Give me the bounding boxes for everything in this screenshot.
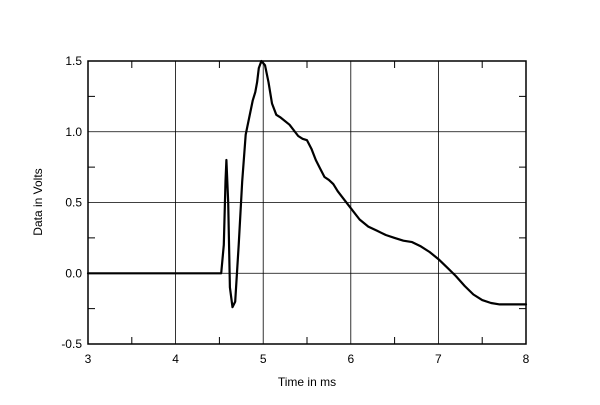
x-axis-title: Time in ms [278,375,336,389]
x-tick-label: 6 [347,352,354,366]
y-axis-title: Data in Volts [31,168,45,235]
y-tick-labels: -0.5 0.0 0.5 1.0 1.5 [61,54,82,351]
y-tick-label: -0.5 [61,337,82,351]
series-line [86,59,528,309]
plot-frame [87,60,527,345]
x-tick-label: 3 [85,352,92,366]
x-tick-label: 5 [260,352,267,366]
y-tick-label: 1.0 [65,125,82,139]
x-tick-label: 8 [523,352,530,366]
x-tick-label: 4 [172,352,179,366]
x-tick-label: 7 [435,352,442,366]
y-tick-label: 1.5 [65,54,82,68]
y-tick-label: 0.0 [65,266,82,280]
y-tick-label: 0.5 [65,196,82,210]
grid-lines [88,61,526,344]
x-tick-labels: 3 4 5 6 7 8 [85,352,530,366]
minor-ticks [88,61,526,344]
